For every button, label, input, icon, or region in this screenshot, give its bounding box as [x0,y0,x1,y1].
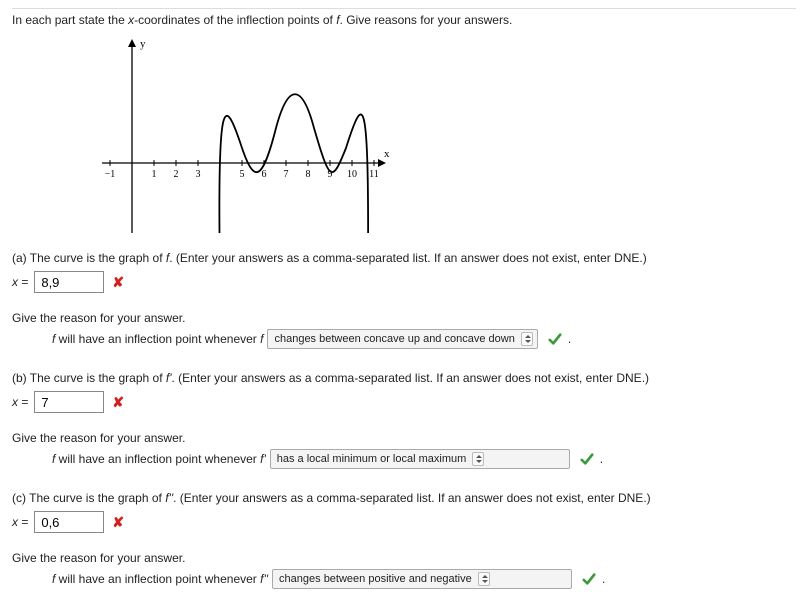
period: . [568,332,571,346]
part-c-reason-select[interactable]: changes between positive and negative [272,569,572,589]
period: . [602,572,605,586]
tick-neg1: −1 [105,169,116,180]
part-b-reason-lead: f will have an inflection point whenever… [52,452,266,466]
part-c-reason-label: Give the reason for your answer. [12,551,796,565]
select-arrows-icon [478,572,490,586]
select-arrows-icon [521,332,533,346]
part-b-question: (b) The curve is the graph of f'. (Enter… [12,371,796,385]
part-c-input[interactable] [34,511,104,533]
correct-mark-icon [580,452,594,466]
correct-mark-icon [582,572,596,586]
curve-graph: y x −1 1 2 3 5 6 7 8 9 10 11 [92,33,392,233]
svg-text:2: 2 [174,169,179,180]
svg-text:y: y [140,38,146,50]
part-a-xlabel: x = [12,275,28,289]
svg-text:6: 6 [262,169,267,180]
wrong-mark-icon: ✘ [112,394,124,411]
part-a-reason-select[interactable]: changes between concave up and concave d… [267,329,537,349]
part-b: (b) The curve is the graph of f'. (Enter… [12,371,796,469]
problem-prompt: In each part state the x-coordinates of … [12,13,796,27]
select-arrows-icon [472,452,484,466]
svg-text:11: 11 [369,169,379,180]
svg-text:1: 1 [152,169,157,180]
svg-text:3: 3 [196,169,201,180]
part-a-question: (a) The curve is the graph of f. (Enter … [12,251,796,265]
wrong-mark-icon: ✘ [112,274,124,291]
part-c-reason-lead: f will have an inflection point whenever… [52,572,268,586]
correct-mark-icon [548,332,562,346]
part-a-input[interactable] [34,271,104,293]
part-a-reason-label: Give the reason for your answer. [12,311,796,325]
wrong-mark-icon: ✘ [112,514,124,531]
part-b-reason-select[interactable]: has a local minimum or local maximum [270,449,570,469]
svg-text:10: 10 [347,169,357,180]
part-c-question: (c) The curve is the graph of f''. (Ente… [12,491,796,505]
part-c: (c) The curve is the graph of f''. (Ente… [12,491,796,589]
part-a: (a) The curve is the graph of f. (Enter … [12,251,796,349]
part-a-reason-lead: f will have an inflection point whenever… [52,332,263,346]
svg-text:5: 5 [240,169,245,180]
part-b-reason-label: Give the reason for your answer. [12,431,796,445]
period: . [600,452,603,466]
graph-region: y x −1 1 2 3 5 6 7 8 9 10 11 [12,33,796,233]
svg-text:x: x [384,148,390,160]
svg-text:7: 7 [284,169,289,180]
part-c-xlabel: x = [12,515,28,529]
part-b-xlabel: x = [12,395,28,409]
part-b-input[interactable] [34,391,104,413]
svg-text:8: 8 [306,169,311,180]
